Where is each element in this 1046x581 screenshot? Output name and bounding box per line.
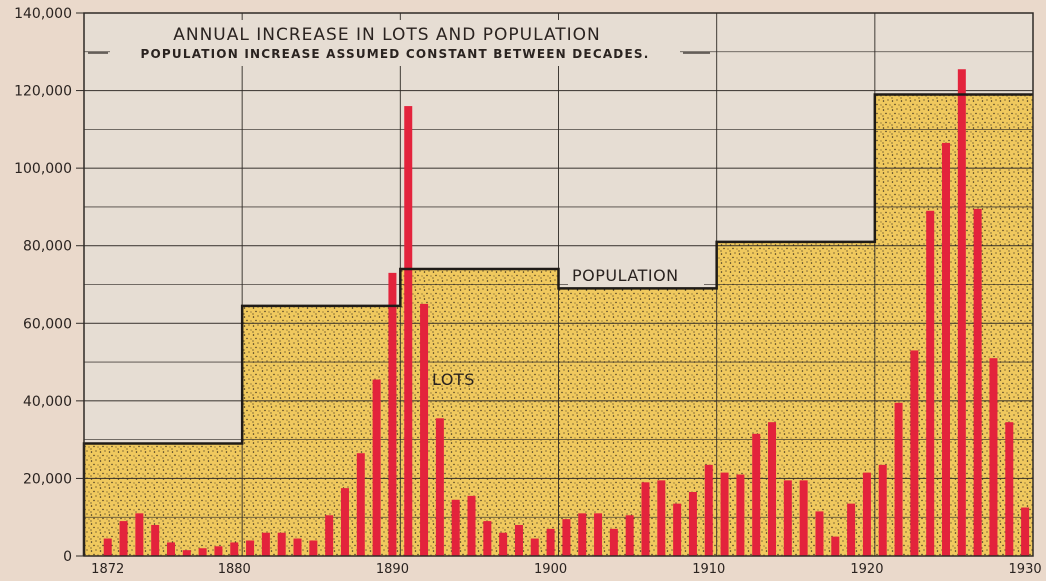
x-tick-1890: 1890 xyxy=(376,562,409,577)
lots-bar-1886 xyxy=(325,515,334,556)
population-label: POPULATION xyxy=(572,266,679,285)
lots-label: LOTS xyxy=(432,370,475,389)
lots-bar-1888 xyxy=(356,453,365,556)
title-block: ANNUAL INCREASE IN LOTS AND POPULATION P… xyxy=(88,20,710,66)
plot-frame xyxy=(83,12,1034,557)
lots-bar-1905 xyxy=(625,515,634,556)
lots-bar-1916 xyxy=(799,480,808,556)
y-tick-20000: 20,000 xyxy=(23,471,72,487)
lots-bar-1891 xyxy=(404,106,413,556)
lots-bar-1883 xyxy=(277,532,286,556)
lots-bar-1913 xyxy=(752,433,761,556)
lots-bar-1899 xyxy=(530,538,539,556)
population-step-0 xyxy=(84,443,243,556)
x-axis-ticks: 1872 1880 1890 1900 1910 1920 1930 xyxy=(91,562,1041,577)
y-tick-100000: 100,000 xyxy=(14,161,72,177)
lots-bar-1902 xyxy=(578,513,587,556)
lots-bar-1903 xyxy=(594,513,603,556)
lots-bar-1922 xyxy=(894,402,903,556)
lots-bar-1874 xyxy=(135,513,144,556)
lots-bar-1885 xyxy=(309,540,318,556)
lots-bar-1909 xyxy=(688,492,697,556)
y-tick-120000: 120,000 xyxy=(14,84,72,100)
lots-bar-1925 xyxy=(942,142,951,557)
lots-bar-1906 xyxy=(641,482,650,556)
lots-bar-1912 xyxy=(736,474,745,556)
lots-bar-1929 xyxy=(1005,422,1014,556)
population-label-background xyxy=(568,262,704,286)
lots-bar-1901 xyxy=(562,519,571,556)
lots-bar-1893 xyxy=(435,418,444,556)
lots-bar-1927 xyxy=(973,208,982,556)
x-tick-1900: 1900 xyxy=(534,562,567,577)
y-axis-ticks: 0 20,000 40,000 60,000 80,000 100,000 120,000 1… xyxy=(14,6,84,565)
lots-bar-1911 xyxy=(720,472,729,556)
y-tick-60000: 60,000 xyxy=(23,316,72,332)
lots-bar-1873 xyxy=(119,521,128,556)
y-tick-80000: 80,000 xyxy=(23,239,72,255)
lots-bar-1879 xyxy=(214,546,223,556)
lots-bar-1872 xyxy=(103,538,112,556)
x-tick-1872: 1872 xyxy=(91,562,124,577)
lots-bar-1928 xyxy=(989,358,998,556)
lots-bar-1876 xyxy=(166,542,175,556)
lots-bar-1920 xyxy=(862,472,871,556)
lots-bar-1894 xyxy=(451,499,460,556)
lots-bar-1910 xyxy=(704,464,713,556)
y-tick-0: 0 xyxy=(63,549,72,565)
lots-bar-1924 xyxy=(926,210,935,557)
chart-title: ANNUAL INCREASE IN LOTS AND POPULATION xyxy=(173,25,601,45)
lots-bar-1878 xyxy=(198,548,207,556)
lots-bar-1882 xyxy=(261,532,270,556)
lots-bar-1908 xyxy=(673,503,682,556)
lots-bar-1926 xyxy=(957,69,966,556)
lots-bar-1898 xyxy=(514,524,523,556)
chart-subtitle: POPULATION INCREASE ASSUMED CONSTANT BET… xyxy=(141,47,650,61)
lots-bar-1896 xyxy=(483,521,492,556)
y-tick-140000: 140,000 xyxy=(14,6,72,22)
lots-bar-1897 xyxy=(499,532,508,556)
x-tick-1910: 1910 xyxy=(692,562,725,577)
lots-bar-1880 xyxy=(230,542,239,556)
lots-bars xyxy=(103,69,1030,557)
x-tick-1880: 1880 xyxy=(218,562,251,577)
lots-bar-1917 xyxy=(815,511,824,556)
lots-bar-1887 xyxy=(340,488,349,556)
population-line xyxy=(82,93,1033,556)
lots-bar-1881 xyxy=(246,540,255,556)
lots-bar-1884 xyxy=(293,538,302,556)
lots-bar-1904 xyxy=(609,528,618,556)
lots-bar-1900 xyxy=(546,528,555,556)
lots-bar-1919 xyxy=(847,503,856,556)
lots-bar-1892 xyxy=(420,303,429,556)
lots-bar-1907 xyxy=(657,480,666,556)
title-background xyxy=(110,20,680,66)
lots-bar-1921 xyxy=(878,464,887,556)
lots-bar-1890 xyxy=(388,272,397,556)
lots-bar-1875 xyxy=(151,524,160,556)
lots-bar-1923 xyxy=(910,350,919,556)
lots-bar-1877 xyxy=(182,550,191,556)
lots-bar-1889 xyxy=(372,379,381,556)
lots-bar-1930 xyxy=(1021,507,1030,556)
x-tick-1930: 1930 xyxy=(1009,562,1042,577)
lots-bar-1895 xyxy=(467,495,476,556)
x-tick-1920: 1920 xyxy=(850,562,883,577)
lots-bar-1918 xyxy=(831,536,840,556)
y-tick-40000: 40,000 xyxy=(23,394,72,410)
population-area xyxy=(84,94,1033,557)
lots-bar-1914 xyxy=(768,422,777,556)
lots-bar-1915 xyxy=(783,480,792,556)
